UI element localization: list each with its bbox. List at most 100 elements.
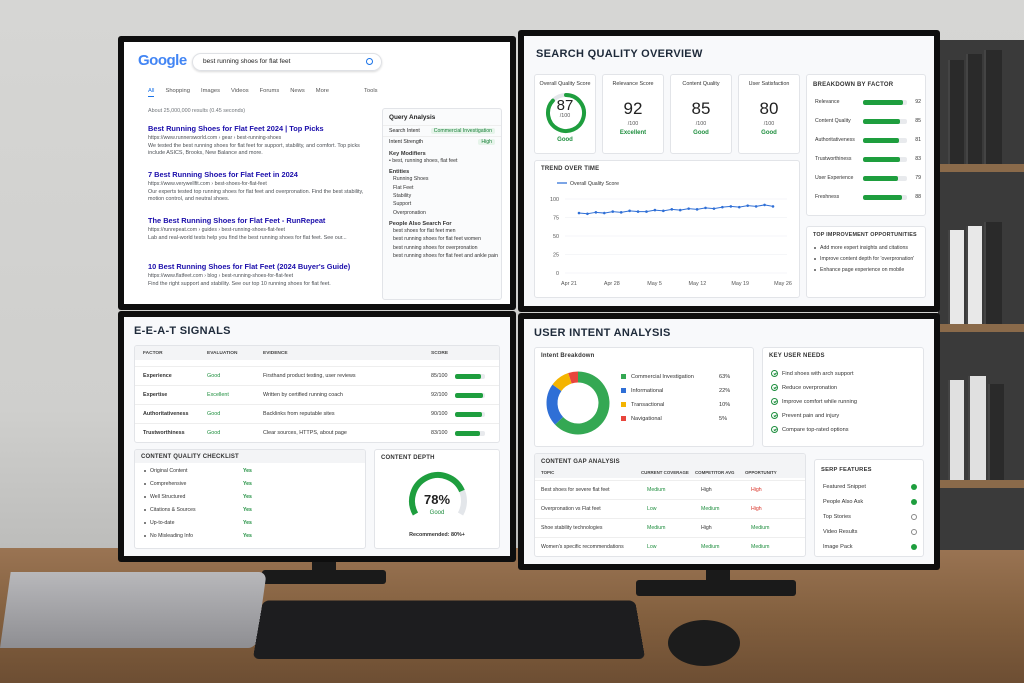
- card-value: 85: [691, 99, 711, 118]
- score-card: Content Quality 85/100 Good: [670, 74, 732, 154]
- analysis-key: Intent Strength: [389, 139, 424, 145]
- gap-row: Overpronation vs Flat feet Low Medium High: [535, 499, 805, 519]
- modifiers: • best, running shoes, flat feet: [389, 158, 458, 164]
- serp-row: Image Pack: [823, 544, 917, 550]
- trend-panel: TREND OVER TIME Overall Quality Score 100 7…: [534, 160, 800, 298]
- shelf: [938, 40, 1024, 550]
- panel-title: BREAKDOWN BY FACTOR: [813, 82, 894, 88]
- donut-segment: [552, 373, 573, 392]
- search-result: 10 Best Running Shoes for Flat Feet (202…: [148, 262, 370, 288]
- analysis-body: Key Modifiers • best, running shoes, flat…: [383, 151, 501, 260]
- legend-label: Navigational: [631, 416, 662, 422]
- keyboard: [252, 600, 646, 659]
- search-result: Best Running Shoes for Flat Feet 2024 | …: [148, 124, 370, 158]
- depth-gauge: [409, 472, 467, 516]
- search-box: best running shoes for flat feet: [192, 53, 382, 71]
- binder: [948, 230, 964, 324]
- binder: [966, 54, 982, 164]
- bar-fill: [863, 100, 904, 105]
- donut-segment: [568, 371, 579, 384]
- need-item: Prevent pain and injury: [771, 412, 839, 419]
- evaluation: Excellent: [207, 392, 229, 398]
- serp-name: Video Results: [823, 529, 858, 535]
- search-result: The Best Running Shoes for Flat Feet - R…: [148, 216, 370, 242]
- checklist-item: Well Structured: [143, 494, 185, 500]
- score: 92/100: [431, 392, 448, 398]
- x-tick-label: Apr 21: [561, 281, 577, 287]
- trend-point: [678, 208, 682, 212]
- trend-point: [662, 209, 665, 213]
- gap-level: Medium: [701, 506, 720, 512]
- bar-track: [863, 176, 907, 181]
- depth-recommended: Recommended: 80%+: [409, 532, 465, 538]
- entity: Flat Feet: [393, 184, 414, 191]
- analysis-value: Commercial Investigation: [430, 128, 495, 134]
- gap-topic: Best shoes for severe flat feet: [541, 487, 610, 493]
- entity: Overpronation: [393, 209, 426, 216]
- panel-title: SERP FEATURES: [821, 467, 872, 473]
- trend-point: [729, 205, 733, 208]
- checklist-status: Yes: [243, 507, 252, 513]
- table-row: Expertise Excellent Written by certified r…: [135, 385, 499, 405]
- factor-value: 79: [915, 175, 921, 181]
- need-item: Reduce overpronation: [771, 384, 837, 391]
- serp-absent: [911, 514, 917, 520]
- screen-title: E-E-A-T SIGNALS: [134, 325, 231, 337]
- trend-point: [611, 210, 615, 213]
- trend-point: [636, 210, 640, 213]
- binder: [948, 380, 964, 480]
- related-search: best running shoes for flat feet women: [393, 236, 481, 243]
- result-url: https://runrepeat.com › guides › best-ru…: [148, 227, 285, 233]
- gap-row: Best shoes for severe flat feet Medium Hig…: [535, 480, 805, 500]
- trend-point: [653, 208, 657, 212]
- evidence: Clear sources, HTTPS, about page: [263, 430, 347, 436]
- search-tab: News: [290, 88, 305, 94]
- serp-present: [911, 499, 917, 505]
- trend-point: [594, 211, 598, 214]
- check-icon: [771, 426, 778, 433]
- section-title: Entities: [389, 169, 410, 176]
- factor-name: Relevance: [815, 99, 840, 105]
- improvement-item: Add more expert insights and citations: [813, 245, 925, 251]
- need-text: Reduce overpronation: [782, 384, 838, 391]
- factor-value: 81: [915, 137, 921, 143]
- legend-value: 10%: [719, 402, 731, 408]
- intent-panel: Intent Breakdown Commercial Investigation…: [534, 347, 754, 447]
- shelf-board: [938, 324, 1024, 332]
- panel-title: CONTENT DEPTH: [381, 455, 435, 461]
- checklist-status: Yes: [243, 533, 252, 539]
- serp-row: Featured Snippet: [823, 484, 917, 490]
- serp-name: Top Stories: [823, 514, 851, 520]
- check-icon: [771, 398, 778, 405]
- bar-fill: [863, 157, 900, 162]
- legend-label: Overall Quality Score: [570, 181, 619, 187]
- bar-fill: [455, 393, 483, 398]
- table-header: FACTOR EVALUATION EVIDENCE SCORE: [135, 346, 499, 360]
- legend-swatch: [621, 374, 626, 379]
- shelf-board: [938, 480, 1024, 488]
- panel-header: CONTENT GAP ANALYSIS TOPIC CURRENT COVERAG…: [535, 454, 805, 478]
- result-title: 7 Best Running Shoes for Flat Feet in 20…: [148, 170, 298, 179]
- need-item: Find shoes with arch support: [771, 370, 854, 377]
- evaluation: Good: [207, 373, 221, 379]
- legend-value: 63%: [719, 374, 731, 380]
- need-text: Find shoes with arch support: [782, 370, 854, 377]
- need-text: Compare top-rated options: [782, 426, 849, 433]
- check-icon: [771, 370, 778, 377]
- analysis-row: Search Intent Commercial Investigation: [383, 125, 501, 136]
- bar-track: [863, 157, 907, 162]
- search-tab: All: [148, 88, 155, 97]
- improvement-item: Improve content depth for 'overpronation…: [813, 256, 925, 262]
- checklist-item: Original Content: [143, 468, 188, 474]
- trend-point: [645, 210, 648, 213]
- bar-track: [455, 431, 485, 436]
- checklist-status: Yes: [243, 481, 252, 487]
- entity: Support: [393, 201, 412, 208]
- factor: Authoritativeness: [143, 411, 189, 417]
- gauge: [546, 93, 586, 133]
- analysis-row: Intent Strength High: [383, 136, 501, 147]
- improvements-panel: TOP IMPROVEMENT OPPORTUNITIES Add more ex…: [806, 226, 926, 298]
- card-rating: Good: [557, 137, 573, 143]
- factor-value: 92: [915, 99, 921, 105]
